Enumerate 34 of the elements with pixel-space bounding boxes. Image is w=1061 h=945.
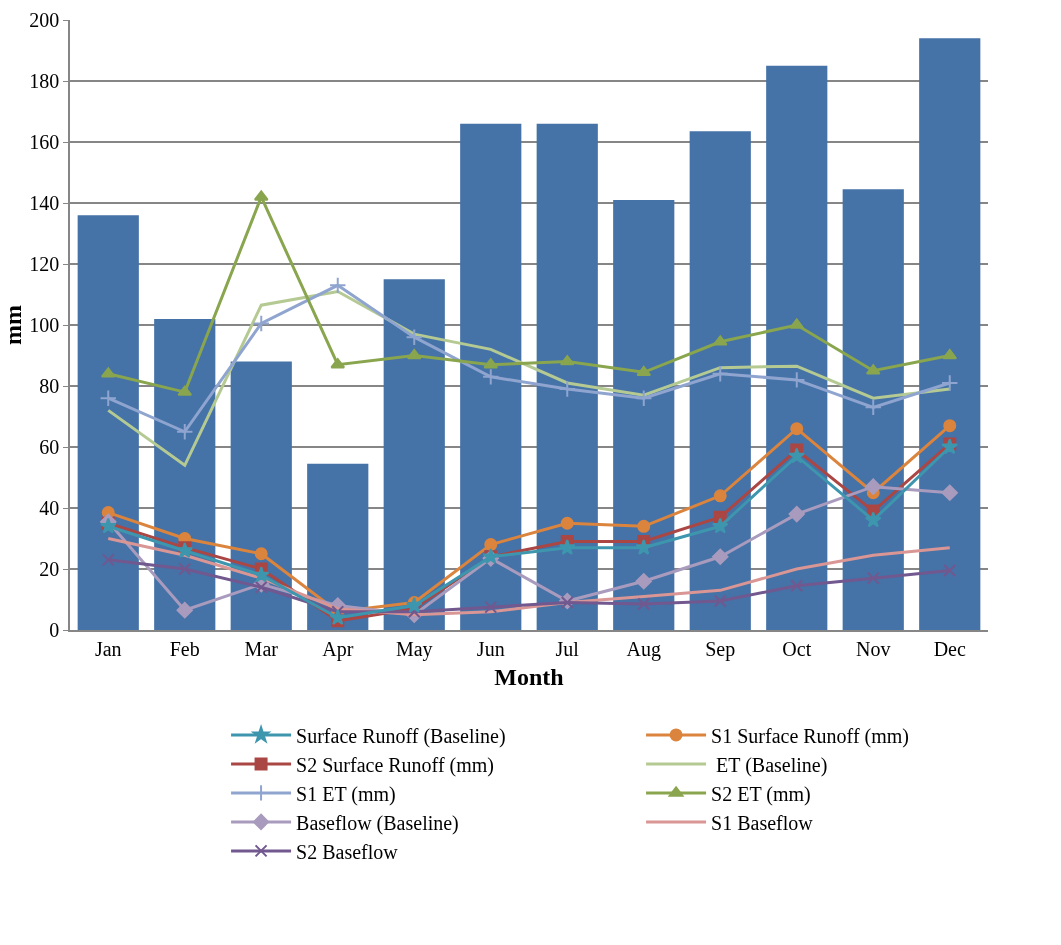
legend-label: S1 Surface Runoff (mm)	[711, 724, 909, 748]
y-tick-label: 0	[49, 619, 60, 641]
y-tick-label: 100	[29, 314, 60, 336]
x-tick-label: Dec	[933, 637, 966, 660]
legend-label: S2 Baseflow	[296, 840, 399, 863]
x-tick-label: Sep	[705, 637, 736, 661]
x-axis-title: Month	[494, 663, 564, 690]
x-tick-label: Jan	[94, 637, 122, 660]
x-tick-label: Nov	[856, 637, 891, 660]
legend-label: S1 ET (mm)	[296, 782, 396, 806]
y-tick-label: 20	[39, 558, 60, 580]
y-tick-label: 160	[29, 131, 60, 153]
x-tick-label: Mar	[244, 637, 279, 660]
y-tick-label: 40	[39, 497, 60, 519]
legend-label: S1 Baseflow	[711, 811, 814, 834]
x-tick-label: Feb	[169, 637, 200, 660]
x-tick-label: Oct	[782, 637, 812, 660]
legend-label: Surface Runoff (Baseline)	[296, 724, 506, 748]
y-tick-label: 140	[29, 192, 60, 214]
x-tick-label: Apr	[322, 637, 354, 661]
y-tick-label: 120	[29, 253, 60, 275]
x-tick-label: Aug	[626, 637, 661, 661]
y-tick-label: 80	[39, 375, 60, 397]
legend-label: Baseflow (Baseline)	[296, 811, 459, 835]
y-tick-label: 60	[39, 436, 60, 458]
x-tick-label: Jul	[555, 637, 580, 660]
legend-label: ET (Baseline)	[711, 753, 828, 777]
legend-label: S2 ET (mm)	[711, 782, 811, 806]
y-axis-title: mm	[0, 305, 26, 345]
x-tick-label: Jun	[476, 637, 505, 660]
x-tick-label: May	[395, 637, 433, 661]
y-tick-label: 180	[29, 70, 60, 92]
y-tick-label: 200	[29, 9, 60, 31]
legend-label: S2 Surface Runoff (mm)	[296, 753, 494, 777]
